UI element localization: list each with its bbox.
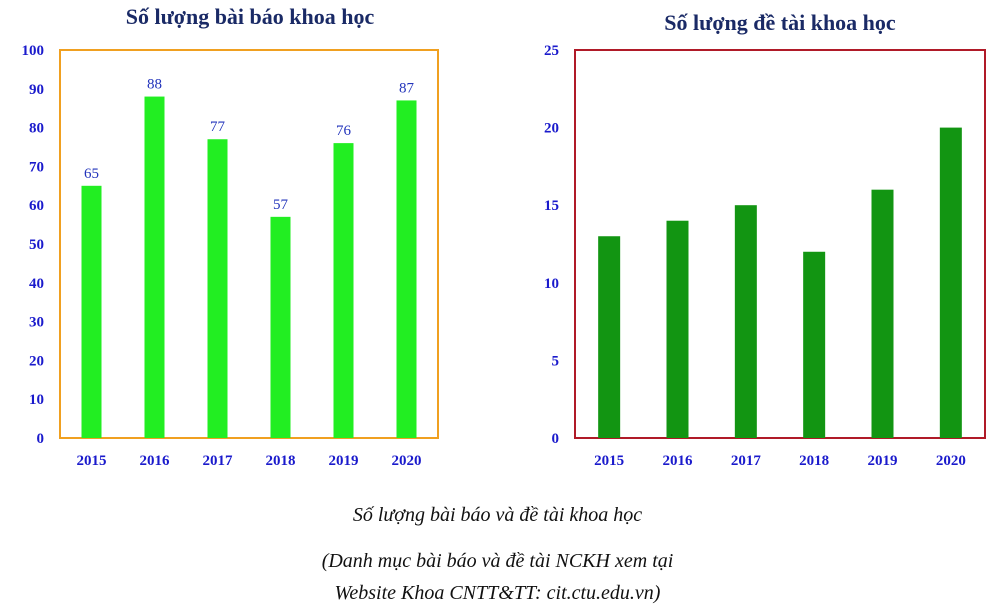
projects-bar	[666, 220, 689, 438]
projects-x-tick-label: 2015	[594, 453, 624, 469]
articles-bar	[144, 96, 165, 438]
articles-y-tick-label: 100	[22, 43, 45, 59]
articles-y-tick-label: 70	[29, 159, 44, 175]
articles-y-tick-label: 50	[29, 237, 44, 253]
projects-bar	[803, 251, 826, 438]
articles-data-label: 77	[210, 119, 226, 135]
articles-data-label: 88	[147, 77, 162, 93]
articles-y-tick-label: 40	[29, 276, 44, 292]
projects-x-tick-label: 2018	[799, 453, 829, 469]
articles-x-tick-label: 2020	[392, 453, 422, 469]
articles-data-label: 65	[84, 166, 99, 182]
chart-title-projects: Số lượng đề tài khoa học	[664, 10, 896, 35]
projects-x-tick-label: 2016	[663, 453, 694, 469]
articles-y-tick-label: 10	[29, 392, 44, 408]
projects-bar	[734, 205, 757, 438]
projects-plot-frame	[574, 49, 986, 439]
articles-y-tick-label: 80	[29, 121, 44, 137]
articles-bar	[396, 100, 417, 438]
articles-y-tick-label: 20	[29, 353, 44, 369]
articles-bar	[81, 185, 102, 438]
projects-bar	[939, 127, 962, 438]
projects-bar	[871, 189, 894, 438]
articles-y-tick-label: 30	[29, 315, 44, 331]
projects-y-tick-label: 25	[544, 43, 559, 59]
articles-x-tick-label: 2018	[266, 453, 296, 469]
projects-y-tick-label: 15	[544, 198, 559, 214]
projects-y-tick-label: 0	[552, 431, 560, 447]
articles-plot-frame	[59, 49, 439, 439]
projects-y-tick-label: 5	[552, 353, 560, 369]
articles-data-label: 76	[336, 123, 352, 139]
projects-bar	[598, 236, 621, 438]
articles-y-tick-label: 60	[29, 198, 44, 214]
figure-note-line2: Website Khoa CNTT&TT: cit.ctu.edu.vn)	[334, 582, 661, 604]
articles-x-tick-label: 2016	[140, 453, 171, 469]
projects-x-tick-label: 2020	[936, 453, 966, 469]
articles-y-tick-label: 0	[37, 431, 45, 447]
articles-data-label: 87	[399, 80, 415, 96]
figure-caption: Số lượng bài báo và đề tài khoa học	[352, 504, 643, 526]
projects-y-tick-label: 20	[544, 121, 559, 137]
articles-bar	[270, 216, 291, 438]
projects-x-tick-label: 2017	[731, 453, 762, 469]
articles-x-tick-label: 2015	[77, 453, 107, 469]
projects-y-tick-label: 10	[544, 276, 559, 292]
articles-bar	[207, 139, 228, 439]
articles-x-tick-label: 2017	[203, 453, 234, 469]
articles-bar	[333, 143, 354, 438]
articles-data-label: 57	[273, 197, 289, 213]
figure-note-line1: (Danh mục bài báo và đề tài NCKH xem tại	[321, 550, 674, 572]
projects-x-tick-label: 2019	[868, 453, 898, 469]
articles-x-tick-label: 2019	[329, 453, 359, 469]
chart-title-articles: Số lượng bài báo khoa học	[125, 4, 375, 29]
articles-y-tick-label: 90	[29, 82, 44, 98]
